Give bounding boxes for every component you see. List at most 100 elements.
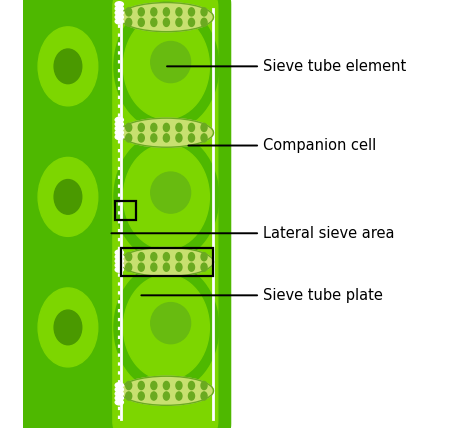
Ellipse shape: [115, 400, 123, 405]
Ellipse shape: [32, 149, 104, 245]
Ellipse shape: [119, 376, 213, 405]
Ellipse shape: [164, 263, 169, 271]
Ellipse shape: [151, 263, 157, 271]
Ellipse shape: [126, 18, 132, 27]
Ellipse shape: [151, 42, 191, 83]
Ellipse shape: [115, 383, 123, 388]
Ellipse shape: [126, 253, 132, 261]
Text: Companion cell: Companion cell: [189, 138, 376, 153]
Ellipse shape: [119, 118, 213, 147]
Ellipse shape: [151, 18, 157, 27]
Ellipse shape: [115, 2, 123, 7]
Ellipse shape: [164, 381, 169, 389]
Ellipse shape: [201, 134, 207, 142]
Ellipse shape: [164, 134, 169, 142]
Ellipse shape: [201, 263, 207, 271]
Ellipse shape: [114, 2, 219, 131]
Ellipse shape: [201, 392, 207, 400]
Ellipse shape: [38, 288, 98, 367]
Ellipse shape: [189, 253, 194, 261]
Ellipse shape: [189, 134, 194, 142]
Ellipse shape: [115, 19, 123, 24]
Bar: [121, 248, 213, 276]
Ellipse shape: [123, 14, 210, 119]
Ellipse shape: [115, 263, 123, 268]
Ellipse shape: [138, 381, 144, 389]
Ellipse shape: [115, 122, 123, 127]
Ellipse shape: [164, 253, 169, 261]
Ellipse shape: [38, 158, 98, 236]
Ellipse shape: [126, 134, 132, 142]
Ellipse shape: [151, 303, 191, 344]
Ellipse shape: [114, 133, 219, 261]
Ellipse shape: [119, 247, 213, 276]
Ellipse shape: [176, 381, 182, 389]
Ellipse shape: [119, 3, 213, 32]
Ellipse shape: [126, 263, 132, 271]
Ellipse shape: [176, 18, 182, 27]
Ellipse shape: [54, 310, 82, 345]
Ellipse shape: [201, 123, 207, 131]
Text: Sieve tube element: Sieve tube element: [167, 59, 406, 74]
FancyBboxPatch shape: [113, 0, 218, 428]
Ellipse shape: [176, 392, 182, 400]
Ellipse shape: [115, 391, 123, 396]
Ellipse shape: [189, 18, 194, 27]
Ellipse shape: [201, 381, 207, 389]
Ellipse shape: [115, 10, 123, 15]
Ellipse shape: [54, 49, 82, 84]
Ellipse shape: [32, 279, 104, 376]
Ellipse shape: [126, 392, 132, 400]
Ellipse shape: [138, 134, 144, 142]
Ellipse shape: [138, 123, 144, 131]
Ellipse shape: [115, 250, 123, 255]
Ellipse shape: [151, 123, 157, 131]
Ellipse shape: [176, 123, 182, 131]
Ellipse shape: [38, 27, 98, 106]
Ellipse shape: [201, 18, 207, 27]
Ellipse shape: [126, 381, 132, 389]
Ellipse shape: [164, 123, 169, 131]
Ellipse shape: [176, 134, 182, 142]
FancyBboxPatch shape: [6, 0, 134, 428]
Ellipse shape: [151, 381, 157, 389]
Text: Lateral sieve area: Lateral sieve area: [111, 226, 394, 241]
Ellipse shape: [138, 263, 144, 271]
Ellipse shape: [189, 263, 194, 271]
Ellipse shape: [32, 18, 104, 115]
Ellipse shape: [151, 392, 157, 400]
Text: Sieve tube plate: Sieve tube plate: [141, 288, 383, 303]
Ellipse shape: [164, 392, 169, 400]
Ellipse shape: [176, 253, 182, 261]
Ellipse shape: [201, 253, 207, 261]
Ellipse shape: [123, 275, 210, 380]
Ellipse shape: [151, 134, 157, 142]
Ellipse shape: [115, 254, 123, 259]
Ellipse shape: [189, 123, 194, 131]
Ellipse shape: [189, 381, 194, 389]
Ellipse shape: [151, 253, 157, 261]
Ellipse shape: [123, 144, 210, 250]
Ellipse shape: [201, 8, 207, 16]
Ellipse shape: [115, 259, 123, 264]
Ellipse shape: [176, 8, 182, 16]
FancyBboxPatch shape: [98, 0, 230, 428]
Ellipse shape: [138, 392, 144, 400]
Ellipse shape: [54, 180, 82, 214]
Ellipse shape: [164, 18, 169, 27]
Ellipse shape: [115, 117, 123, 122]
Ellipse shape: [151, 172, 191, 213]
Ellipse shape: [115, 387, 123, 392]
Ellipse shape: [176, 263, 182, 271]
Ellipse shape: [126, 8, 132, 16]
Bar: [115, 201, 137, 220]
Ellipse shape: [189, 392, 194, 400]
Ellipse shape: [164, 8, 169, 16]
Ellipse shape: [115, 395, 123, 401]
Ellipse shape: [189, 8, 194, 16]
Ellipse shape: [115, 126, 123, 131]
Ellipse shape: [115, 134, 123, 140]
Ellipse shape: [115, 130, 123, 135]
Ellipse shape: [115, 15, 123, 20]
Ellipse shape: [151, 8, 157, 16]
